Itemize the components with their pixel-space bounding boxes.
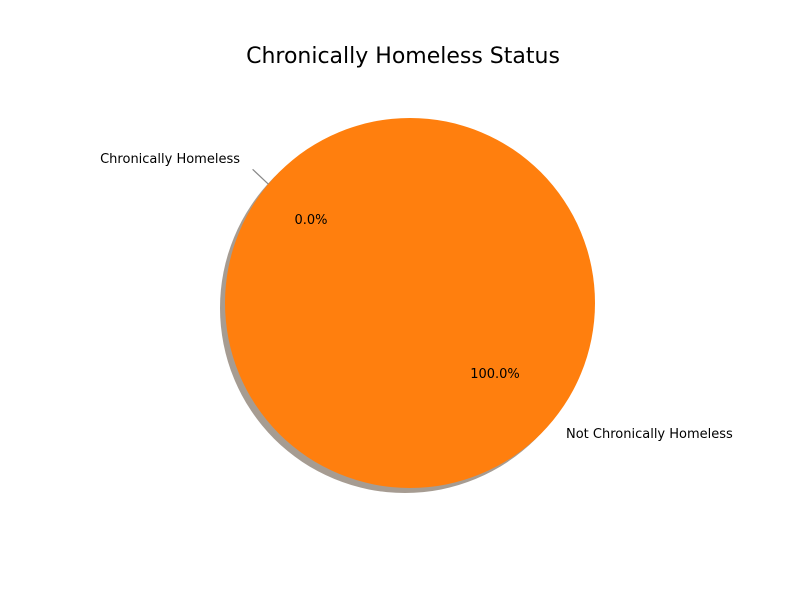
leader-line-chronically-homeless: [252, 168, 269, 185]
pie-labels-layer: Chronically Homeless 0.0% Not Chronically …: [100, 152, 733, 442]
chart-title: Chronically Homeless Status: [246, 44, 560, 69]
pct-label-not-chronically-homeless: 100.0%: [470, 367, 520, 382]
slice-label-chronically-homeless: Chronically Homeless: [100, 152, 240, 167]
pct-label-chronically-homeless: 0.0%: [294, 213, 327, 228]
pie-slice-not-chronically-homeless: [225, 118, 595, 488]
slice-label-not-chronically-homeless: Not Chronically Homeless: [566, 427, 733, 442]
pie-slices-layer: [225, 118, 595, 488]
